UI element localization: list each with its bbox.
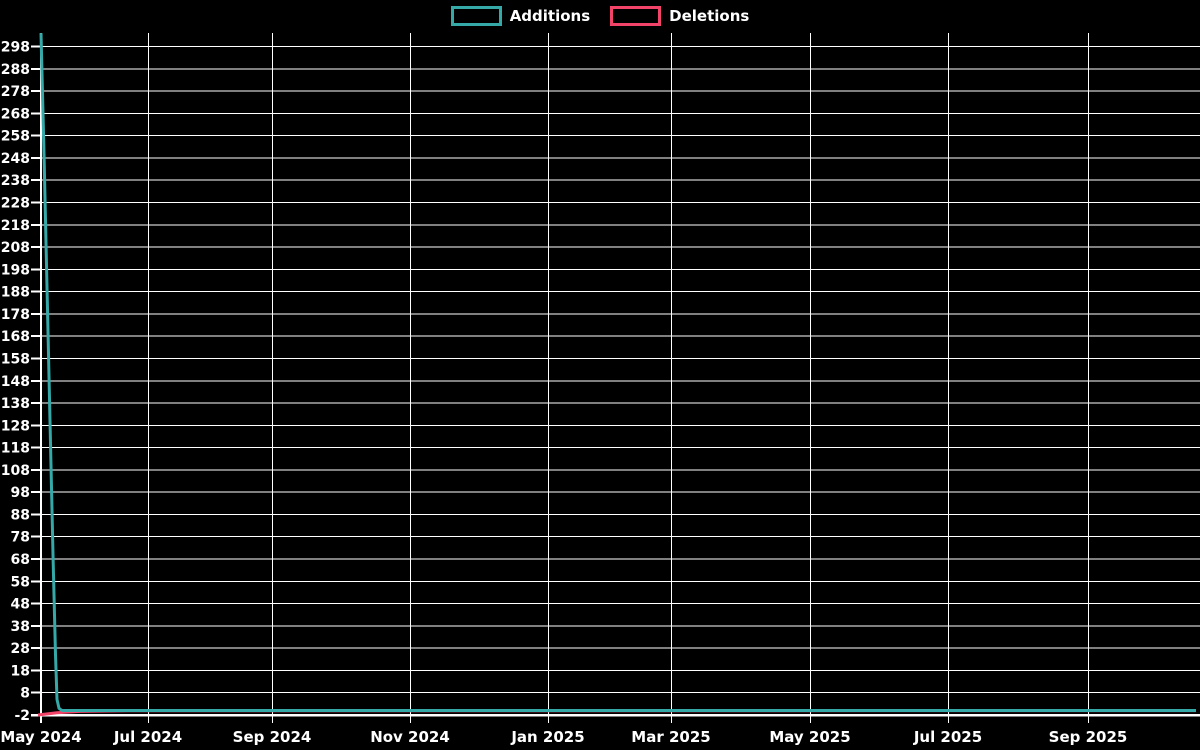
y-tick-label: 88	[11, 507, 30, 523]
y-tick-label: 8	[20, 686, 30, 702]
y-tick-label: 238	[1, 173, 30, 189]
legend-label-deletions: Deletions	[669, 7, 750, 25]
x-tick-label: Nov 2024	[370, 728, 450, 746]
x-tick-label: Sep 2024	[233, 728, 312, 746]
y-tick-label: 168	[1, 329, 30, 345]
legend-item-additions[interactable]: Additions	[450, 6, 591, 26]
x-tick-label: Mar 2025	[631, 728, 710, 746]
y-tick-label: 298	[1, 40, 30, 56]
y-tick-label: 158	[1, 351, 30, 367]
y-tick-label: 128	[1, 418, 30, 434]
legend-item-deletions[interactable]: Deletions	[610, 6, 749, 26]
y-tick-label: 138	[1, 396, 30, 412]
y-tick-label: -2	[14, 708, 30, 724]
chart-legend: Additions Deletions	[0, 6, 1200, 26]
y-tick-label: 198	[1, 262, 30, 278]
legend-swatch-deletions-icon	[610, 6, 662, 26]
y-tick-label: 278	[1, 84, 30, 100]
y-tick-label: 178	[1, 307, 30, 323]
y-tick-label: 248	[1, 151, 30, 167]
legend-label-additions: Additions	[509, 7, 591, 25]
additions-line	[39, 33, 1196, 713]
y-tick-label: 48	[11, 597, 30, 613]
x-tick-label: Sep 2025	[1049, 728, 1128, 746]
x-tick-label: Jul 2025	[913, 728, 982, 746]
x-tick-label: Jul 2024	[113, 728, 182, 746]
x-tick-label: May 2025	[769, 728, 850, 746]
x-tick-label: May 2024	[0, 728, 81, 746]
y-tick-label: 288	[1, 62, 30, 78]
y-tick-label: 258	[1, 129, 30, 145]
y-tick-label: 58	[11, 574, 30, 590]
y-tick-label: 68	[11, 552, 30, 568]
y-tick-label: 18	[11, 663, 30, 679]
y-tick-label: 228	[1, 195, 30, 211]
y-tick-label: 148	[1, 374, 30, 390]
y-tick-label: 78	[11, 530, 30, 546]
y-tick-label: 268	[1, 106, 30, 122]
y-tick-label: 188	[1, 285, 30, 301]
y-tick-label: 208	[1, 240, 30, 256]
y-tick-label: 98	[11, 485, 30, 501]
y-tick-label: 218	[1, 218, 30, 234]
legend-swatch-additions-icon	[450, 6, 502, 26]
y-tick-label: 28	[11, 641, 30, 657]
y-tick-label: 118	[1, 441, 30, 457]
y-tick-label: 38	[11, 619, 30, 635]
y-tick-label: 108	[1, 463, 30, 479]
x-tick-label: Jan 2025	[510, 728, 584, 746]
